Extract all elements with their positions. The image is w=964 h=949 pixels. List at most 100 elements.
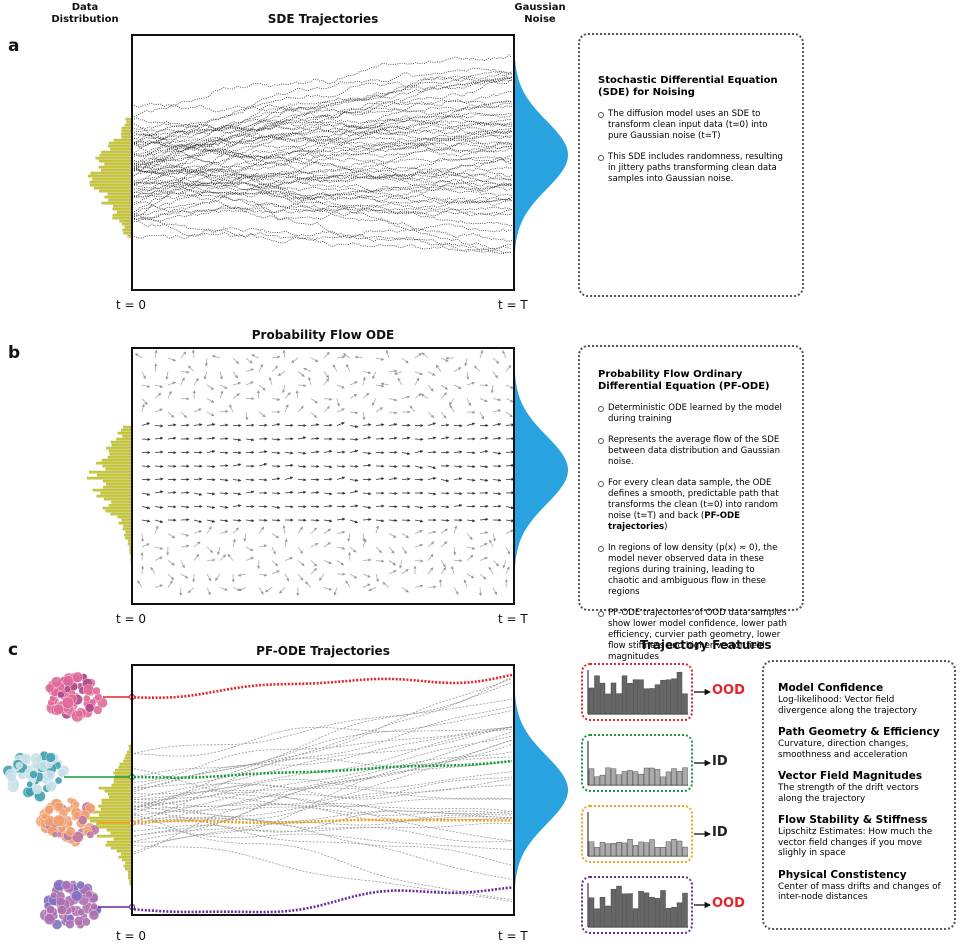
vector-arrow: [219, 554, 227, 561]
vector-arrow: [380, 382, 390, 386]
vector-arrow: [310, 398, 318, 404]
vector-arrow: [492, 357, 500, 364]
box-title: Stochastic Differential Equation (SDE) f…: [598, 75, 778, 98]
sde-trajectory: [133, 181, 513, 217]
vector-arrow: [167, 490, 177, 495]
vector-arrow: [232, 478, 242, 482]
histogram-bar: [121, 858, 133, 862]
vector-arrow: [167, 505, 177, 509]
feature-bar: [649, 839, 655, 857]
feature-bar: [588, 768, 595, 786]
vector-arrow: [193, 477, 203, 481]
histogram-bar: [106, 482, 133, 486]
molecule-atom: [8, 781, 16, 789]
vector-arrow: [479, 556, 488, 561]
feature-bar: [665, 771, 672, 786]
vector-arrow: [466, 464, 476, 469]
histogram-bar: [123, 864, 133, 868]
vector-arrow: [479, 465, 489, 469]
feature-bar: [616, 693, 622, 715]
feature-bar: [671, 907, 677, 928]
feature-bar: [676, 771, 683, 786]
vector-arrow: [206, 449, 216, 454]
box-item: PF-ODE trajectories of OOD data samples …: [598, 608, 788, 663]
vector-arrow: [134, 353, 143, 359]
histogram-bar: [113, 204, 133, 208]
vector-arrow: [297, 573, 304, 581]
histogram-bar: [123, 524, 133, 528]
vector-arrow: [479, 573, 487, 580]
vector-arrow: [438, 578, 443, 588]
feature-bar: [594, 908, 600, 928]
feature-bar: [594, 776, 600, 786]
vector-arrow: [414, 559, 424, 563]
vector-arrow: [243, 533, 247, 542]
histogram-bar: [110, 147, 133, 151]
box-item: Deterministic ODE learned by the model d…: [598, 403, 788, 425]
histogram-bar: [110, 846, 133, 850]
feature-bar: [610, 682, 617, 715]
sde-trajectory: [133, 167, 513, 255]
sde-trajectory: [133, 54, 513, 117]
vector-arrow: [362, 558, 372, 562]
vector-arrow: [232, 371, 239, 379]
molecule-atom: [63, 685, 72, 693]
vector-arrow: [141, 384, 151, 388]
vector-arrow: [211, 354, 221, 359]
vector-arrow: [388, 476, 398, 481]
vector-arrow: [271, 533, 280, 539]
box-text: This SDE includes randomness, resulting …: [608, 152, 783, 184]
histogram-bar: [116, 437, 133, 441]
vector-arrow: [232, 393, 240, 399]
vector-arrow: [206, 398, 215, 403]
vector-arrow: [478, 587, 482, 597]
sample-label: ID: [712, 754, 728, 769]
vector-arrow: [440, 518, 450, 522]
vector-arrow: [154, 584, 164, 588]
histogram-bar: [122, 228, 133, 232]
ode-trajectory: [133, 810, 513, 833]
vector-arrow: [479, 449, 489, 454]
box-item: In regions of low density (p(x) ≈ 0), th…: [598, 543, 788, 598]
vector-arrow: [297, 383, 307, 388]
vector-arrow: [505, 506, 515, 510]
histogram-bar: [86, 816, 133, 820]
ode-trajectory: [133, 760, 513, 799]
histogram-bar: [108, 198, 133, 202]
vector-arrow: [245, 357, 253, 364]
feature-bar: [643, 767, 650, 786]
vector-arrow: [219, 478, 229, 482]
molecule-atom: [50, 891, 58, 899]
vector-arrow: [349, 464, 359, 468]
sde-trajectory: [133, 159, 513, 203]
sde-trajectory: [133, 123, 513, 254]
vector-arrow: [440, 528, 448, 534]
histogram-bar: [110, 512, 133, 516]
histogram-bar: [112, 216, 133, 220]
vector-arrow: [466, 546, 476, 550]
feature-bar: [649, 688, 655, 715]
histogram-bar: [101, 798, 133, 802]
histogram-bar: [101, 150, 133, 154]
vector-arrow: [323, 542, 331, 548]
feature-bar: [649, 896, 655, 928]
vector-arrow: [479, 349, 484, 359]
molecule-atom: [46, 905, 56, 915]
feature: Model Confidence Log-likelihood: Vector f…: [778, 682, 944, 716]
feature-bar: [638, 773, 644, 786]
feature: Vector Field Magnitudes The strength of t…: [778, 770, 944, 804]
vector-arrow: [336, 560, 345, 566]
vector-arrow: [492, 587, 498, 596]
t-start: t = 0: [116, 929, 147, 943]
molecule-atom: [43, 913, 56, 925]
sde-trajectory: [134, 189, 513, 207]
box-item: For every clean data sample, the ODE def…: [598, 478, 788, 533]
sde-trajectory: [133, 155, 513, 188]
vector-arrow: [414, 543, 424, 548]
sde-trajectory: [133, 142, 513, 233]
vector-arrow: [279, 587, 286, 594]
vector-arrow: [349, 546, 357, 553]
vector-arrow: [193, 530, 203, 534]
vector-arrow: [502, 350, 507, 359]
vector-arrow: [251, 354, 260, 359]
